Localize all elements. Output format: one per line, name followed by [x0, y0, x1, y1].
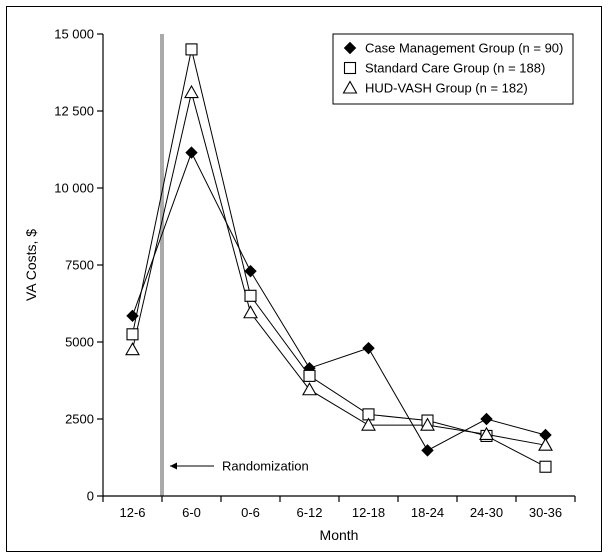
y-tick-label: 0	[87, 489, 94, 504]
series-line-1	[132, 151, 546, 452]
y-tick-label: 12 500	[54, 104, 94, 119]
legend-box	[332, 33, 574, 105]
x-tick-label: 6-12	[296, 505, 322, 520]
data-point-series-3	[184, 84, 199, 99]
legend-marker-1	[343, 41, 357, 55]
data-point-series-3	[538, 437, 553, 451]
legend-label-2: Standard Care Group (n = 188)	[365, 61, 545, 76]
data-point-series-2	[185, 43, 198, 56]
y-tick-label: 7500	[65, 258, 94, 273]
x-tick-label: 0-6	[241, 505, 260, 520]
data-point-series-3	[302, 382, 317, 396]
randomization-arrowhead	[170, 462, 177, 470]
series-line-2	[132, 49, 546, 468]
data-point-series-2	[244, 289, 257, 302]
data-point-series-1	[185, 146, 198, 159]
data-point-series-3	[125, 342, 140, 356]
y-tick-label: 2500	[65, 412, 94, 427]
data-point-series-1	[126, 309, 139, 323]
x-tick-label: 6-0	[182, 505, 201, 520]
legend-label-1: Case Management Group (n = 90)	[365, 41, 563, 56]
y-tick-label: 5000	[65, 335, 94, 350]
x-axis-title: Month	[320, 527, 359, 543]
data-point-series-3	[420, 417, 435, 431]
series-line-3	[132, 92, 546, 446]
x-tick-label: 24-30	[470, 505, 503, 520]
data-point-series-2	[303, 369, 316, 382]
data-point-series-1	[421, 444, 434, 457]
legend-marker-3	[342, 80, 358, 94]
x-tick-label: 12-18	[352, 505, 385, 520]
data-point-series-3	[361, 417, 376, 431]
x-tick-label: 18-24	[411, 505, 444, 520]
y-axis-title: VA Costs, $	[23, 229, 39, 301]
x-tick-label: 12-6	[119, 505, 145, 520]
data-point-series-1	[480, 412, 493, 426]
legend-label-3: HUD-VASH Group (n = 182)	[365, 81, 528, 96]
data-point-series-1	[244, 264, 257, 278]
y-tick-label: 15 000	[54, 27, 94, 42]
data-point-series-2	[539, 460, 552, 473]
y-tick-label: 10 000	[54, 181, 94, 196]
data-point-series-1	[362, 341, 375, 355]
x-tick-label: 30-36	[529, 505, 562, 520]
randomization-label: Randomization	[222, 459, 309, 474]
data-point-series-3	[243, 305, 258, 319]
data-point-series-3	[479, 426, 494, 440]
data-point-series-2	[126, 328, 139, 341]
legend-marker-2	[343, 61, 357, 75]
